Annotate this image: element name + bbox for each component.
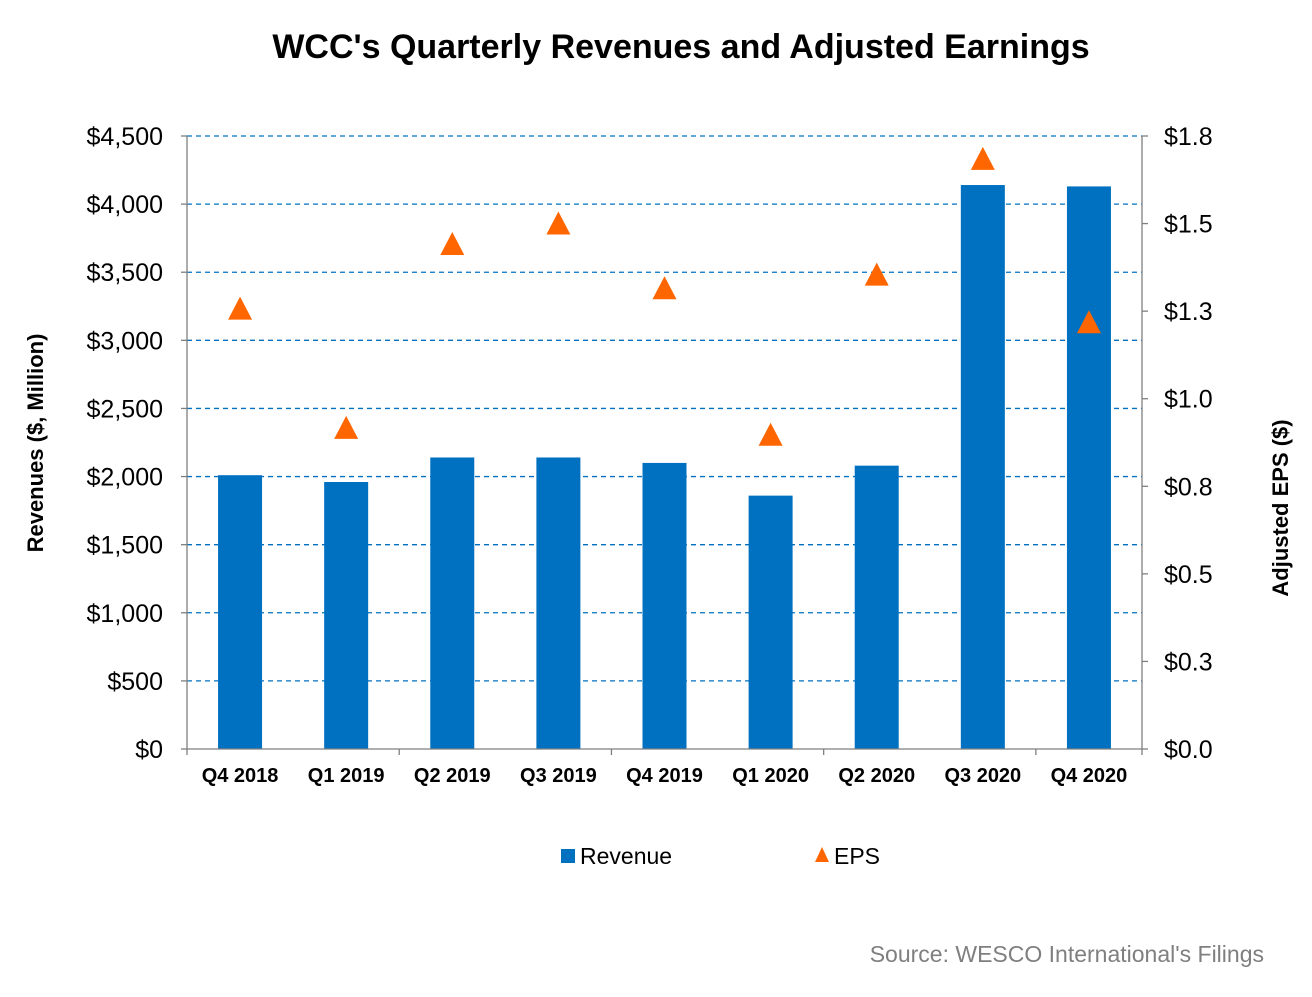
x-tick-label: Q2 2019 [414,765,491,787]
y-tick-label: $1,500 [87,532,163,560]
revenue-bar [960,185,1005,750]
revenue-bar [642,462,687,749]
x-tick-label: Q2 2020 [838,765,915,787]
eps-marker [440,231,465,255]
right-axis-ticks: $0.0 $0.3 $0.5 $0.8 $1.0 $1.3 $1.5 $1.8 [1142,123,1213,764]
eps-marker [864,262,889,286]
y2-tick-label: $0.5 [1164,561,1213,589]
x-axis-ticks: Q4 2018 Q1 2019 Q2 2019 Q3 2019 Q4 2019 Q1 20… [186,749,1143,787]
revenue-bar [430,457,475,749]
revenue-bar [854,465,899,749]
revenue-bar [748,495,793,749]
y2-tick-label: $1.8 [1164,123,1213,151]
y-tick-label: $3,000 [87,327,163,355]
legend-revenue-swatch [561,849,575,863]
x-tick-label: Q1 2020 [732,765,809,787]
eps-marker [758,422,783,446]
eps-marker [1076,310,1101,334]
x-tick-label: Q3 2019 [520,765,597,787]
revenue-bars [218,185,1111,750]
left-axis-ticks: $0 $500 $1,000 $1,500 $2,000 $2,500 $3,000 $3,5… [87,123,187,764]
x-tick-label: Q4 2019 [626,765,703,787]
y-tick-label: $2,500 [87,395,163,423]
revenue-bar [1066,186,1111,749]
x-tick-label: Q3 2020 [944,765,1021,787]
y2-tick-label: $0.3 [1164,648,1213,676]
y2-tick-label: $0.8 [1164,473,1213,501]
legend-eps-label: EPS [834,843,880,869]
legend: Revenue EPS [561,843,880,869]
eps-marker [334,415,359,439]
axes [186,136,1143,750]
y-tick-label: $3,500 [87,259,163,287]
y-tick-label: $4,000 [87,191,163,219]
legend-revenue-label: Revenue [580,843,672,869]
eps-marker [228,296,253,320]
revenue-bar [324,482,369,749]
y-tick-label: $4,500 [87,123,163,151]
revenue-bar [218,475,263,749]
y2-tick-label: $1.0 [1164,386,1213,414]
x-tick-label: Q4 2020 [1051,765,1128,787]
y2-tick-label: $0.0 [1164,736,1213,764]
y2-axis-title: Adjusted EPS ($) [1268,419,1293,596]
legend-eps-swatch [815,847,829,862]
y-tick-label: $2,000 [87,464,163,492]
eps-marker [970,146,995,170]
x-tick-label: Q4 2018 [202,765,279,787]
eps-marker [652,276,677,300]
x-tick-label: Q1 2019 [308,765,385,787]
y-tick-label: $0 [135,736,163,764]
y2-tick-label: $1.5 [1164,211,1213,239]
chart-title: WCC's Quarterly Revenues and Adjusted Ea… [272,28,1089,66]
y2-tick-label: $1.3 [1164,298,1213,326]
eps-markers [228,146,1101,446]
eps-marker [546,211,571,235]
source-note: Source: WESCO International's Filings [870,941,1264,967]
y-tick-label: $1,000 [87,600,163,628]
y-tick-label: $500 [107,668,163,696]
y-axis-title: Revenues ($, Million) [23,334,48,553]
revenue-bar [536,457,581,749]
